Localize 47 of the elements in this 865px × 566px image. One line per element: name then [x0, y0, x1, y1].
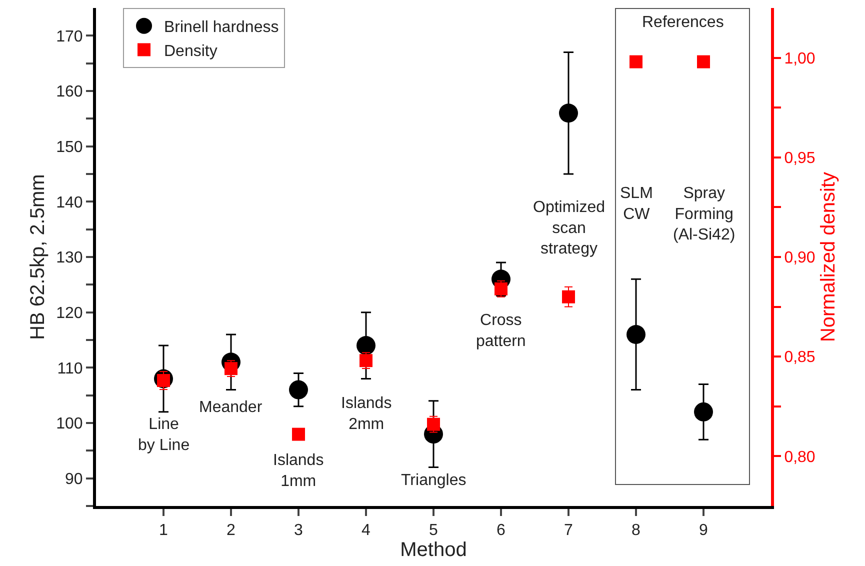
annotation: Meander — [199, 399, 263, 416]
legend-label: Brinell hardness — [164, 19, 279, 36]
annotation: References — [642, 14, 724, 31]
point — [356, 336, 376, 356]
y-tick-label: 100 — [56, 416, 83, 433]
point — [292, 428, 305, 441]
point — [289, 380, 308, 400]
y-tick-label: 120 — [56, 304, 83, 322]
y-tick-label: 90 — [65, 470, 83, 488]
y2-tick-label: 0,85 — [784, 349, 816, 366]
x-tick-label: 9 — [699, 522, 708, 540]
y-tick-label: 160 — [56, 84, 83, 101]
y2-tick-label: 0,90 — [784, 250, 816, 267]
y-tick-label: 110 — [57, 360, 83, 378]
point — [562, 290, 575, 304]
y-tick-label: 170 — [56, 28, 83, 46]
annotation: Cross pattern — [476, 312, 526, 350]
annotation: Optimized scan strategy — [533, 199, 606, 258]
point — [694, 402, 713, 422]
x-tick-label: 8 — [632, 522, 641, 540]
point — [559, 104, 578, 123]
point — [630, 55, 642, 68]
y-axis-title: HB 62.5kp, 2.5mm — [27, 174, 49, 340]
x-tick-label: 7 — [564, 522, 574, 540]
y2-tick-label: 0,95 — [784, 150, 816, 167]
annotation: Islands 2mm — [341, 395, 392, 433]
y2-tick-label: 0,80 — [784, 448, 816, 466]
x-tick-label: 2 — [226, 522, 236, 540]
x-axis-title: Method — [400, 539, 467, 562]
y2-tick-label: 1,00 — [784, 50, 816, 68]
x-tick-label: 3 — [294, 522, 304, 540]
y-tick-label: 150 — [56, 138, 83, 156]
legend-label: Density — [164, 42, 218, 60]
x-tick-label: 5 — [429, 522, 438, 540]
annotation: Line by Line — [138, 416, 190, 454]
annotation: Spray Forming (Al-Si42) — [673, 185, 736, 244]
point — [626, 324, 646, 344]
x-tick-label: 1 — [159, 522, 168, 540]
point — [697, 55, 710, 68]
annotation: SLM CW — [620, 185, 653, 223]
annotation: Triangles — [401, 472, 466, 489]
y2-axis-title: Normalized density — [817, 172, 840, 342]
y-tick-label: 140 — [56, 194, 83, 212]
annotation: Islands 1mm — [273, 452, 324, 490]
y-tick-label: 130 — [56, 250, 83, 267]
x-tick-label: 4 — [362, 522, 371, 540]
x-tick-label: 6 — [496, 522, 506, 540]
